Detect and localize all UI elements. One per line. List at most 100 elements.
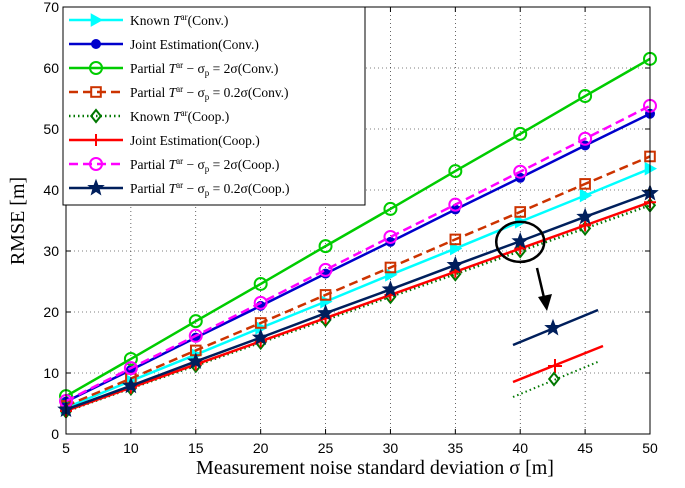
- data-point: [579, 219, 592, 232]
- data-point: [448, 197, 463, 212]
- series-partial-t-ar-p-2-coop: [59, 98, 657, 409]
- series-line: [65, 57, 651, 398]
- legend-label-part: (Coop.): [188, 109, 230, 124]
- y-tick-label: 20: [43, 304, 59, 320]
- legend-label-part: (Conv.): [188, 13, 229, 28]
- inset-coop-plus-line: [512, 344, 604, 384]
- data-point: [123, 361, 138, 376]
- data-point: [446, 255, 465, 273]
- legend-label-italic: T: [169, 85, 178, 100]
- legend-entry-known-t-ar-coop: Known Tar(Coop.): [69, 108, 229, 124]
- data-point: [318, 239, 333, 254]
- data-point: [318, 262, 333, 277]
- data-point: [513, 164, 528, 179]
- data-point: [188, 314, 203, 329]
- legend-label-italic: T: [173, 109, 182, 124]
- legend-label-italic: T: [169, 181, 178, 196]
- data-point: [122, 376, 140, 394]
- legend-label-italic: T: [173, 13, 182, 28]
- legend-label-part: − σ: [183, 181, 205, 196]
- inset-star-marker: [544, 318, 562, 336]
- data-point: [384, 261, 397, 274]
- legend-label-superscript: ar: [181, 108, 188, 118]
- legend-label: Joint Estimation(Coop.): [130, 133, 260, 148]
- data-point: [579, 178, 591, 190]
- series-line: [65, 191, 651, 411]
- legend-label-part: − σ: [183, 85, 205, 100]
- legend-swatch-marker: [89, 61, 103, 75]
- legend-label-part: Joint Estimation(Coop.): [130, 133, 260, 148]
- legend-label: Partial Tar − σp = 0.2σ(Conv.): [130, 84, 289, 102]
- legend-swatch-marker: [87, 178, 105, 196]
- x-tick-label: 20: [253, 440, 269, 456]
- legend-label: Known Tar(Coop.): [130, 108, 229, 124]
- x-tick-label: 30: [383, 440, 399, 456]
- y-tick-label: 60: [43, 60, 59, 76]
- x-axis-label: Measurement noise standard deviation σ […: [196, 457, 554, 479]
- series-partial-t-ar-p-0-2-coop: [57, 183, 659, 418]
- y-tick-label: 70: [43, 0, 59, 15]
- legend-entry-partial-t-ar-p-0-2-coop: Partial Tar − σp = 0.2σ(Coop.): [69, 178, 289, 198]
- legend-swatch-marker: [89, 157, 103, 171]
- legend-label-part: = 2σ(Conv.): [209, 61, 278, 76]
- legend-label: Joint Estimation(Conv.): [130, 37, 259, 52]
- zoom-arrow-head: [538, 294, 552, 311]
- legend-label-subscript: p: [205, 92, 210, 102]
- data-point: [123, 351, 138, 366]
- legend-label-part: Partial: [130, 181, 169, 196]
- legend-entry-partial-t-ar-p-2-coop: Partial Tar − σp = 2σ(Coop.): [69, 156, 279, 174]
- legend-label: Partial Tar − σp = 0.2σ(Coop.): [130, 180, 289, 198]
- legend-swatch-marker: [90, 134, 102, 146]
- legend-entry-partial-t-ar-p-0-2-conv: Partial Tar − σp = 0.2σ(Conv.): [69, 84, 289, 102]
- legend-label-part: Partial: [130, 157, 169, 172]
- data-point: [513, 126, 528, 141]
- legend-entry-joint-estimation-conv: Joint Estimation(Conv.): [69, 37, 259, 52]
- data-point: [579, 188, 593, 203]
- legend-label-superscript: ar: [181, 12, 188, 22]
- legend-box: [62, 6, 366, 206]
- data-point: [187, 352, 205, 369]
- x-tick-label: 5: [62, 440, 70, 456]
- legend-label: Partial Tar − σp = 2σ(Coop.): [130, 156, 279, 174]
- data-point: [644, 161, 658, 176]
- data-point: [253, 276, 268, 291]
- data-point: [188, 328, 203, 343]
- legend: Known Tar(Conv.) Joint Estimation(Conv.) P…: [62, 6, 366, 206]
- legend-label-italic: T: [169, 157, 178, 172]
- legend-label-part: = 2σ(Coop.): [209, 157, 279, 172]
- legend-entry-known-t-ar-conv: Known Tar(Conv.): [69, 12, 228, 28]
- inset-plus-marker: [548, 359, 562, 373]
- data-point: [576, 207, 594, 225]
- data-point: [381, 280, 400, 297]
- data-point: [514, 206, 527, 218]
- data-point: [450, 241, 463, 256]
- legend-label-part: Joint Estimation(Conv.): [130, 37, 259, 52]
- legend-label-part: = 0.2σ(Conv.): [209, 85, 288, 100]
- legend-label-part: Partial: [130, 61, 169, 76]
- data-point: [251, 328, 270, 346]
- legend-label: Partial Tar − σp = 2σ(Conv.): [130, 60, 278, 78]
- x-tick-label: 15: [188, 440, 204, 456]
- legend-swatch-marker: [89, 108, 103, 124]
- data-point: [578, 131, 593, 146]
- legend-label-subscript: p: [205, 164, 210, 174]
- series-line: [65, 155, 651, 408]
- legend-label-part: − σ: [183, 61, 205, 76]
- x-tick-label: 10: [123, 440, 139, 456]
- legend-label-italic: T: [169, 61, 178, 76]
- inset-diamond-marker: [547, 371, 561, 387]
- data-point: [254, 317, 267, 329]
- legend-label-superscript: ar: [176, 156, 183, 166]
- legend-label-part: = 0.2σ(Coop.): [209, 181, 289, 196]
- legend-label-subscript: p: [205, 188, 210, 198]
- legend-swatch-marker: [91, 39, 101, 49]
- y-tick-label: 50: [43, 121, 59, 137]
- data-point: [449, 233, 462, 246]
- x-tick-label: 50: [642, 440, 658, 456]
- data-point: [383, 229, 398, 244]
- legend-swatch-marker: [90, 86, 102, 98]
- zoom-annotation: [494, 220, 604, 398]
- series-line: [65, 167, 651, 409]
- legend-swatch-marker: [90, 13, 104, 27]
